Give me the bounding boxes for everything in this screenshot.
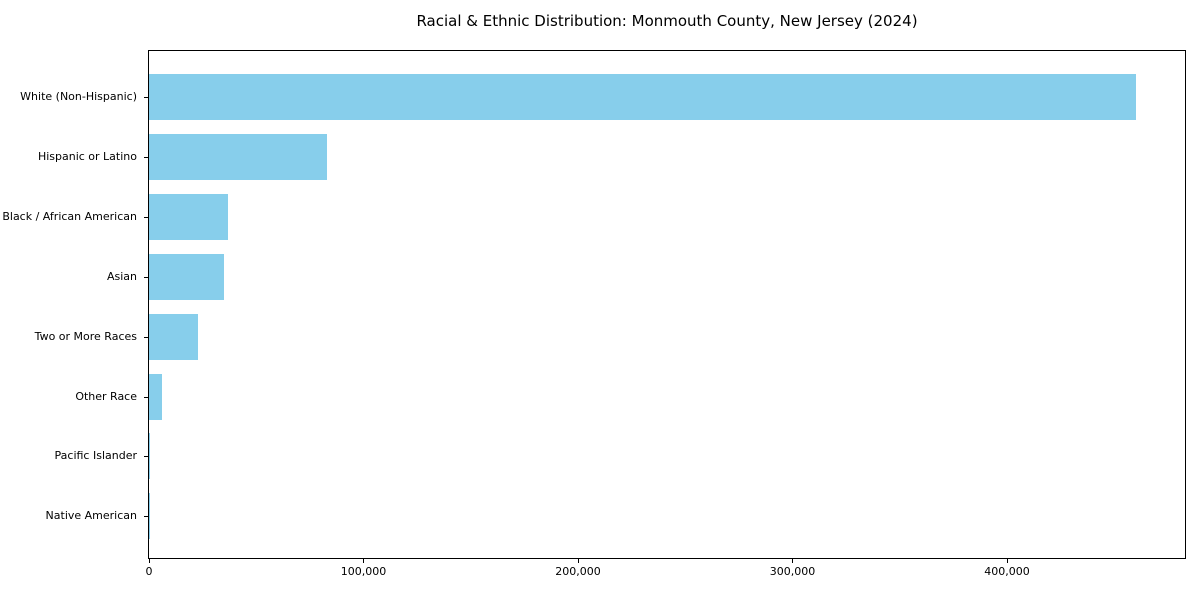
x-tick-mark (792, 559, 794, 563)
y-tick-label: Black / African American (2, 209, 137, 223)
y-tick-label: Asian (106, 269, 137, 283)
x-tick-label: 0 (145, 565, 153, 578)
y-tick-label: Other Race (75, 389, 137, 403)
y-tick-label: Pacific Islander (54, 449, 137, 463)
y-tick-label: Two or More Races (34, 329, 137, 343)
bar (149, 74, 1136, 120)
y-tick-mark (144, 336, 148, 338)
bar (149, 133, 328, 180)
x-tick-label: 100,000 (340, 565, 387, 578)
bar (149, 193, 229, 240)
bar (149, 313, 199, 360)
y-tick-mark (144, 216, 148, 218)
chart-title: Racial & Ethnic Distribution: Monmouth C… (416, 12, 918, 30)
x-tick-label: 400,000 (984, 565, 1030, 578)
bar (149, 433, 150, 480)
y-tick-mark (144, 456, 148, 458)
y-tick-label: White (Non-Hispanic) (20, 90, 137, 103)
x-tick-mark (149, 559, 150, 563)
bar (149, 373, 162, 420)
plot-area (148, 50, 1186, 559)
y-tick-label: Native American (45, 509, 137, 523)
y-tick-mark (144, 276, 148, 278)
x-tick-mark (577, 559, 579, 563)
x-tick-label: 300,000 (769, 565, 816, 578)
y-tick-label: Hispanic or Latino (37, 149, 137, 163)
x-tick-label: 200,000 (555, 565, 601, 578)
x-tick-mark (363, 559, 365, 563)
y-tick-mark (144, 156, 148, 158)
x-tick-mark (1006, 559, 1008, 563)
bar (149, 253, 225, 300)
y-tick-mark (144, 97, 148, 98)
y-tick-mark (144, 396, 148, 398)
y-tick-mark (144, 516, 148, 518)
